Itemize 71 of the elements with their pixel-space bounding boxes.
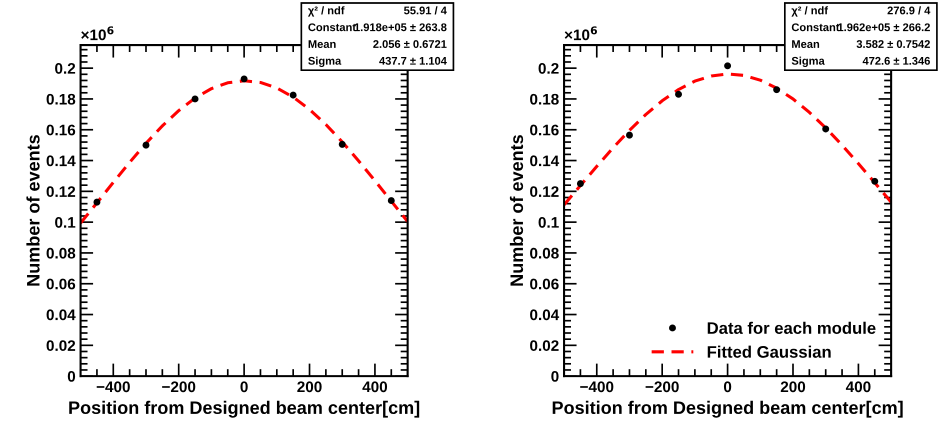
y-tick-label: 0.16 <box>46 124 76 136</box>
x-tick-label: −400 <box>580 381 614 392</box>
y-tick-label: 0.12 <box>46 186 76 198</box>
point <box>626 132 633 139</box>
y-tick-label: 0.04 <box>530 309 560 320</box>
x-axis-title: Position from Designed beam center[cm] <box>69 400 420 418</box>
point <box>724 62 732 70</box>
y-tick-label: 0.08 <box>530 248 559 259</box>
annotation: Sigma <box>308 56 342 68</box>
annotation: 472.6 ± 1.346 <box>862 56 930 65</box>
y-tick-label: 0.06 <box>530 278 559 290</box>
point <box>192 95 199 102</box>
annotation: Mean <box>792 40 820 48</box>
x-tick-label: 200 <box>297 381 322 392</box>
point <box>576 180 584 188</box>
text: 276.9 / 4 <box>888 6 930 14</box>
x-tick-label: 400 <box>362 381 388 392</box>
annotation: Sigma <box>792 56 825 68</box>
text: Constant <box>792 23 840 32</box>
y-tick-label: 0.06 <box>46 278 76 290</box>
text: 1.918e+05 ± 263.8 <box>354 23 447 32</box>
point <box>675 90 682 98</box>
x-axis-title: Position from Designed beam center[cm] <box>552 400 903 418</box>
text: χ² / ndf <box>791 6 828 17</box>
point <box>773 86 780 94</box>
line-series <box>564 72 892 206</box>
annotation: 2.056 ± 0.6721 <box>373 40 447 48</box>
text: 1.962e+05 ± 266.2 <box>838 23 930 32</box>
y-tick-label: 0.12 <box>530 186 559 198</box>
text: χ² / ndf <box>308 6 345 17</box>
legend-label: Data for each module <box>708 322 876 334</box>
point <box>388 197 395 204</box>
annotation: 3.582 ± 0.7542 <box>856 40 930 48</box>
x-tick-label: 0 <box>724 381 732 392</box>
x-tick-label: −200 <box>646 381 679 392</box>
y-tick-label: 0.2 <box>55 63 76 74</box>
text: 55.91 / 4 <box>404 6 447 14</box>
text: ×10$^{6}$ <box>564 26 597 40</box>
x-tick-label: 200 <box>780 381 806 392</box>
y-axis-title: Number of events <box>26 135 40 286</box>
y-tick-label: 0.14 <box>530 155 560 166</box>
y-tick-label: 0.08 <box>46 248 76 259</box>
text: ×10$^{6}$ <box>81 26 114 40</box>
y-tick-label: 0.1 <box>538 217 559 228</box>
legend-label: Fitted Gaussian <box>708 346 831 358</box>
y-tick-label: 0.2 <box>538 63 559 74</box>
point <box>93 198 100 206</box>
y-tick-label: 0.18 <box>46 94 76 105</box>
point <box>338 140 346 148</box>
point <box>142 142 150 149</box>
point <box>290 92 297 99</box>
y-tick-label: 0 <box>551 370 559 382</box>
annotation: 437.7 ± 1.104 <box>379 56 447 65</box>
y-axis-title: Number of events <box>510 135 524 286</box>
x-tick-label: −400 <box>96 381 130 392</box>
y-tick-label: 0.1 <box>55 217 76 228</box>
x-tick-label: 0 <box>240 381 248 392</box>
point <box>822 126 830 132</box>
y-tick-label: 0.02 <box>46 340 76 352</box>
y-tick-label: 0.18 <box>530 94 559 105</box>
y-tick-label: 0 <box>68 370 76 382</box>
y-tick-label: 0.02 <box>530 340 559 352</box>
y-tick-label: 0.14 <box>46 155 76 166</box>
y-tick-label: 0.16 <box>530 124 559 136</box>
point <box>871 178 878 185</box>
x-tick-label: 400 <box>846 381 871 392</box>
y-tick-label: 0.04 <box>46 309 76 320</box>
point <box>240 75 248 82</box>
x-tick-label: −200 <box>162 381 196 392</box>
text: Constant <box>308 23 356 32</box>
annotation: Mean <box>308 40 336 48</box>
